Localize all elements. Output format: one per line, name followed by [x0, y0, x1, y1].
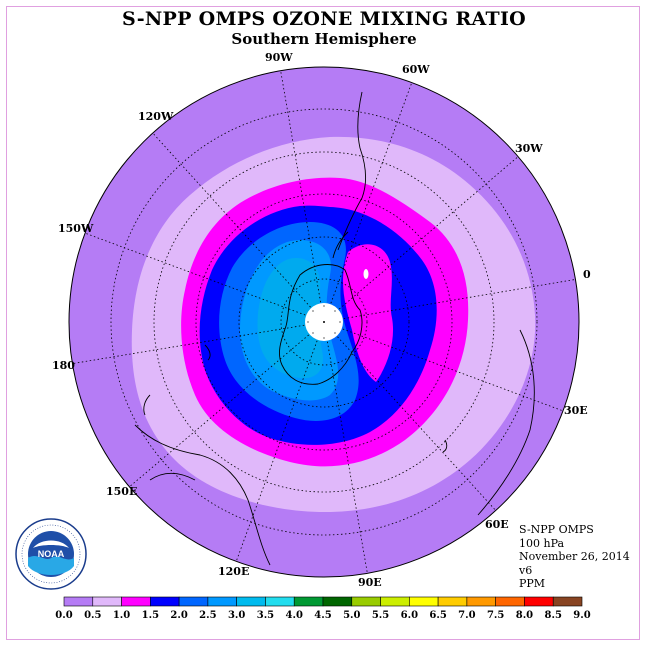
colorbar-tick-label: 8.0 [516, 610, 533, 621]
meridians [69, 67, 579, 577]
lon-label-0: 0 [583, 268, 591, 281]
colorbar-swatch [150, 596, 180, 607]
lon-label-90e: 90E [358, 576, 382, 589]
colorbar-tick-label: 5.5 [372, 610, 389, 621]
colorbar-swatch [92, 596, 122, 607]
colorbar-tick-label: 6.5 [429, 610, 446, 621]
colorbar-swatch [466, 596, 496, 607]
colorbar-swatch [495, 596, 525, 607]
colorbar-tick-label: 7.0 [458, 610, 475, 621]
colorbar-swatch [207, 596, 237, 607]
coastlines [134, 91, 535, 566]
info-panel: S-NPP OMPS 100 hPa November 26, 2014 v6 … [519, 523, 630, 591]
map-subtitle: Southern Hemisphere [231, 30, 417, 48]
colorbar-swatch [265, 596, 295, 607]
colorbar-tick-label: 1.0 [113, 610, 130, 621]
lon-label-120w: 120W [138, 110, 174, 123]
lon-label-120e: 120E [218, 565, 249, 578]
colorbar-swatch [380, 596, 410, 607]
info-instrument: S-NPP OMPS [519, 523, 594, 536]
contour-3.0 [257, 258, 324, 379]
contour-1.0-lobe [343, 244, 394, 382]
colorbar-tick-label: 5.0 [343, 610, 360, 621]
lon-label-90w: 90W [265, 51, 293, 64]
colorbar-tick-label: 2.0 [170, 610, 187, 621]
colorbar-tick-label: 6.0 [401, 610, 418, 621]
colorbar-tick-label: 9.0 [573, 610, 590, 621]
colorbar-swatch [293, 596, 324, 607]
colorbar-tick-label: 1.5 [142, 610, 159, 621]
colorbar-tick-label: 8.5 [545, 610, 562, 621]
colorbar-swatch [409, 596, 439, 607]
colorbar-swatch [178, 596, 209, 607]
colorbar-swatch [322, 596, 353, 607]
colorbar-swatch [351, 596, 381, 607]
logo-text: NOAA [38, 549, 65, 559]
lon-label-60e: 60E [485, 518, 509, 531]
info-date: November 26, 2014 [519, 550, 630, 563]
colorbar-swatch [524, 596, 554, 607]
colorbar-tick-label: 0.5 [84, 610, 101, 621]
colorbar [63, 596, 583, 607]
lon-label-30e: 30E [564, 404, 588, 417]
pole-dots [307, 305, 341, 339]
colorbar-swatch [437, 596, 468, 607]
lon-label-60w: 60W [402, 63, 430, 76]
info-units: PPM [519, 577, 546, 590]
colorbar-tick-label: 4.5 [314, 610, 331, 621]
colorbar-tick-labels: 0.0 0.5 1.0 1.5 2.0 2.5 3.0 3.5 4.0 4.5 5.0 5.5 6.0 6… [55, 610, 590, 621]
colorbar-swatch [552, 596, 583, 607]
colorbar-swatch [63, 596, 94, 607]
colorbar-swatch [121, 596, 151, 607]
noaa-logo: NOAA [15, 518, 87, 590]
ozone-min-marker [363, 269, 369, 279]
info-version: v6 [519, 563, 533, 577]
latitude-circles [110, 108, 538, 536]
info-level: 100 hPa [519, 536, 565, 550]
colorbar-tick-label: 3.5 [257, 610, 274, 621]
lon-label-30w: 30W [515, 142, 543, 155]
lon-label-180: 180 [52, 359, 75, 372]
lon-label-150e: 150E [106, 485, 137, 498]
colorbar-tick-label: 2.5 [199, 610, 216, 621]
map-title: S-NPP OMPS OZONE MIXING RATIO [121, 8, 527, 30]
colorbar-swatch [236, 596, 266, 607]
figure-frame [6, 6, 640, 640]
colorbar-tick-label: 0.0 [55, 610, 72, 621]
lon-label-150w: 150W [58, 222, 94, 235]
colorbar-tick-label: 4.0 [286, 610, 303, 621]
colorbar-tick-label: 7.5 [487, 610, 504, 621]
colorbar-tick-label: 3.0 [228, 610, 245, 621]
